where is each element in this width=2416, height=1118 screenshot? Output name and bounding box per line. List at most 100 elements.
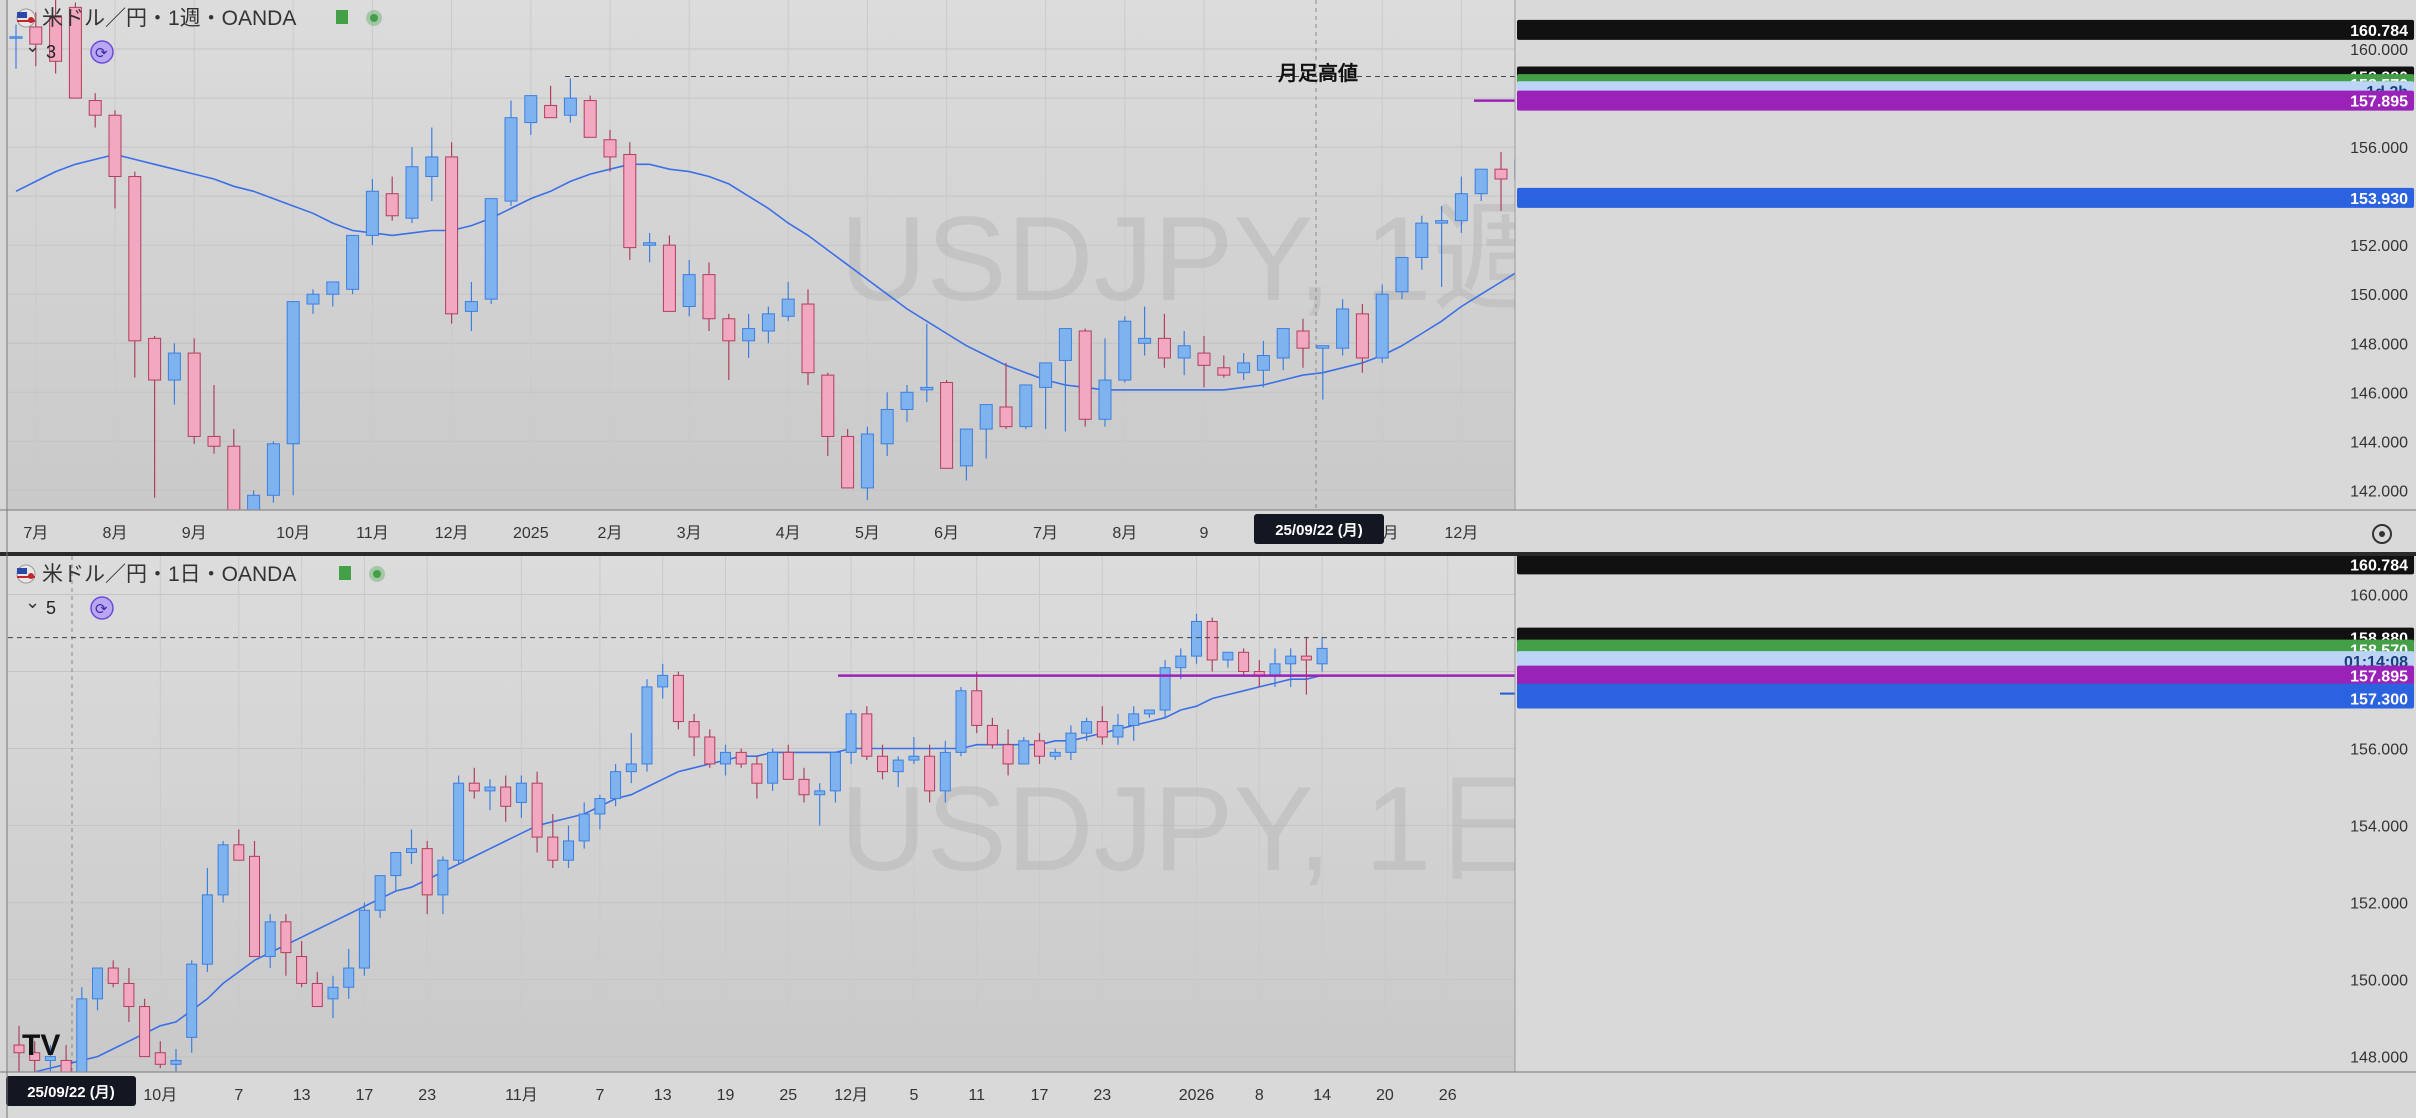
- daily-candle: [610, 771, 622, 800]
- weekly-candle: [187, 352, 201, 437]
- daily-price-label-text: 157.300: [2350, 691, 2408, 708]
- weekly-candle: [326, 281, 340, 295]
- daily-time-label: 10月: [143, 1087, 177, 1104]
- weekly-candle: [880, 408, 894, 445]
- weekly-candle: [266, 443, 280, 496]
- weekly-candle: [1197, 352, 1211, 366]
- collapse-chevron-icon[interactable]: ⌄: [25, 36, 40, 57]
- daily-candle: [1269, 663, 1281, 676]
- daily-candle: [1049, 751, 1061, 757]
- daily-candle: [437, 859, 449, 896]
- daily-time-label: 17: [356, 1087, 374, 1104]
- daily-candle: [515, 782, 527, 803]
- flag-canton: [17, 12, 27, 18]
- weekly-time-label: 2025: [513, 525, 549, 542]
- status-dot-inner-icon: [373, 570, 381, 578]
- weekly-candle: [108, 114, 122, 178]
- weekly-candle: [306, 293, 320, 305]
- daily-time-label: 25: [779, 1087, 797, 1104]
- weekly-time-label: 2月: [598, 525, 623, 542]
- weekly-candle: [1237, 362, 1251, 374]
- daily-indicator-count[interactable]: 5: [46, 598, 56, 618]
- daily-candle: [1128, 713, 1140, 726]
- weekly-candle: [88, 100, 102, 116]
- daily-price-tick: 150.000: [2350, 973, 2408, 990]
- weekly-candle: [1177, 345, 1191, 359]
- daily-time-label: 2026: [1179, 1087, 1215, 1104]
- daily-time-label: 26: [1439, 1087, 1457, 1104]
- daily-candle: [1081, 721, 1093, 734]
- weekly-candle: [1454, 193, 1468, 222]
- daily-candle: [1018, 740, 1030, 765]
- weekly-candle: [227, 445, 241, 521]
- daily-time-label: 23: [418, 1087, 436, 1104]
- weekly-candle: [1336, 308, 1350, 349]
- daily-candle: [453, 782, 465, 861]
- weekly-candle: [1098, 379, 1112, 420]
- daily-candle: [406, 848, 417, 854]
- tradingview-logo-icon: TV: [22, 1029, 60, 1062]
- weekly-candle: [1474, 168, 1488, 195]
- daily-candle: [1316, 647, 1328, 665]
- weekly-crosshair-date: 25/09/22 (月): [1275, 522, 1363, 539]
- daily-candle: [704, 736, 716, 765]
- weekly-price-label-text: 160.784: [2350, 23, 2408, 40]
- daily-price-tick: 160.000: [2350, 588, 2408, 605]
- daily-candle: [1285, 655, 1297, 665]
- weekly-candle: [544, 104, 558, 119]
- weekly-candle: [385, 193, 399, 217]
- daily-candle: [311, 982, 323, 1008]
- daily-candle: [735, 751, 747, 765]
- daily-candle: [76, 998, 88, 1073]
- weekly-symbol-title[interactable]: 米ドル／円・1週・OANDA: [42, 7, 296, 30]
- panel-divider[interactable]: [0, 552, 2416, 556]
- usd-jpy-flag-icon: [16, 564, 36, 584]
- weekly-candle: [801, 303, 815, 374]
- daily-candle: [280, 921, 292, 954]
- daily-time-label: 19: [717, 1087, 735, 1104]
- settings-gear-icon[interactable]: [2372, 524, 2392, 544]
- daily-time-label: 12月: [834, 1087, 868, 1104]
- weekly-panel: USDJPY, 1週 月足高値 142.000 144.000 146.000 148.0…: [0, 0, 2416, 552]
- weekly-candle: [742, 328, 756, 342]
- weekly-candle: [920, 386, 934, 391]
- daily-candle: [107, 967, 119, 984]
- daily-candle: [908, 755, 920, 761]
- weekly-candle: [9, 36, 23, 39]
- weekly-candle: [940, 382, 954, 469]
- weekly-price-tick: 150.000: [2350, 287, 2408, 304]
- daily-candle: [139, 1006, 151, 1058]
- daily-candle: [939, 751, 951, 792]
- weekly-candle: [563, 97, 577, 116]
- daily-candle: [955, 690, 967, 753]
- weekly-price-label: [1517, 187, 2414, 208]
- daily-time-label: 11月: [505, 1087, 538, 1104]
- weekly-time-label: 11月: [356, 525, 389, 542]
- daily-candle: [13, 1044, 25, 1054]
- daily-time-label: 20: [1376, 1087, 1394, 1104]
- daily-candle: [60, 1059, 72, 1073]
- weekly-candle: [445, 156, 459, 315]
- daily-symbol-title[interactable]: 米ドル／円・1日・OANDA: [42, 563, 296, 586]
- daily-candle: [1222, 651, 1234, 661]
- weekly-price-label-text: 157.895: [2350, 94, 2408, 111]
- daily-price-tick: 152.000: [2350, 896, 2408, 913]
- weekly-candle: [1395, 256, 1409, 293]
- weekly-candle: [1276, 328, 1290, 359]
- daily-time-label: 7: [234, 1087, 243, 1104]
- weekly-indicator-count[interactable]: 3: [46, 42, 56, 62]
- weekly-candle: [1256, 355, 1270, 371]
- weekly-candle: [504, 117, 518, 202]
- daily-candle: [484, 786, 496, 792]
- sync-icon: [90, 40, 114, 64]
- weekly-price-tick: 148.000: [2350, 336, 2408, 353]
- weekly-candle: [1355, 313, 1369, 359]
- weekly-candle: [68, 6, 82, 99]
- daily-candle: [1112, 724, 1124, 738]
- daily-candle: [327, 986, 339, 1000]
- daily-candle: [845, 713, 857, 753]
- collapse-chevron-icon[interactable]: ⌄: [25, 592, 40, 613]
- daily-candle: [358, 909, 370, 969]
- daily-time-label: 8: [1255, 1087, 1264, 1104]
